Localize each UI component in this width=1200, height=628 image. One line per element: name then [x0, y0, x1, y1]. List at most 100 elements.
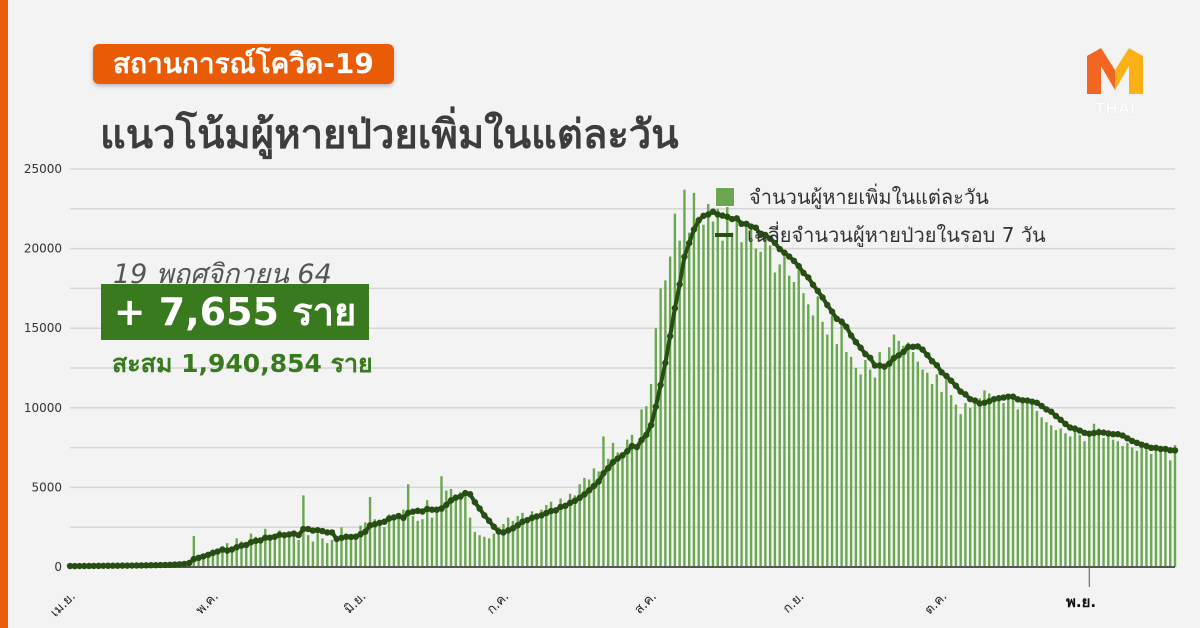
daily-bar	[397, 512, 400, 567]
daily-bar	[321, 538, 324, 567]
average-point	[786, 253, 793, 260]
daily-bar	[435, 509, 438, 567]
daily-bar	[245, 544, 248, 567]
average-point	[585, 487, 593, 494]
average-point	[138, 562, 145, 569]
average-point	[909, 343, 917, 351]
daily-bar	[668, 256, 672, 567]
average-point	[990, 395, 998, 403]
daily-bar	[254, 536, 257, 567]
daily-bar	[607, 458, 610, 567]
daily-bar	[264, 528, 267, 567]
daily-bar	[526, 522, 529, 567]
daily-bar	[788, 275, 791, 567]
daily-bar	[859, 374, 862, 567]
daily-bar	[192, 535, 196, 567]
average-point	[933, 362, 941, 369]
average-point	[1081, 429, 1088, 437]
average-point	[690, 226, 698, 233]
average-point	[76, 562, 83, 570]
daily-bar	[1130, 447, 1134, 567]
daily-bar	[1021, 399, 1024, 567]
average-point	[295, 531, 302, 539]
daily-bar	[573, 495, 577, 567]
daily-bar	[1059, 428, 1062, 567]
average-point	[828, 308, 836, 315]
y-tick-label: 0	[54, 560, 62, 574]
daily-bar	[268, 538, 272, 567]
average-point	[509, 525, 517, 532]
daily-bar	[406, 484, 410, 567]
daily-bar	[521, 512, 524, 567]
daily-bar	[740, 242, 743, 567]
daily-bar	[968, 407, 972, 567]
daily-bar	[1173, 445, 1177, 567]
daily-bar	[502, 524, 505, 567]
daily-bar	[945, 377, 948, 567]
average-point	[895, 352, 902, 359]
average-point	[1009, 393, 1017, 400]
average-point	[276, 531, 283, 538]
average-point	[300, 525, 307, 533]
daily-bar	[1007, 395, 1010, 567]
average-point	[609, 458, 617, 466]
average-point	[657, 381, 664, 389]
average-point	[476, 505, 483, 512]
daily-bar	[421, 519, 424, 567]
daily-bar	[1016, 409, 1020, 567]
daily-bar	[411, 516, 415, 567]
daily-bar	[978, 398, 981, 567]
daily-bar	[964, 403, 967, 567]
average-point	[104, 562, 112, 569]
topic-badge: สถานการณ์โควิด-19	[93, 44, 394, 84]
average-point	[1038, 402, 1045, 410]
daily-bar	[911, 352, 915, 567]
daily-bar	[602, 436, 605, 567]
daily-bar	[278, 530, 281, 567]
daily-bar	[664, 280, 667, 567]
average-point	[886, 360, 893, 367]
average-point	[171, 561, 178, 568]
daily-bar	[221, 546, 224, 567]
average-point	[219, 546, 226, 553]
daily-bar	[230, 547, 234, 567]
daily-bar	[373, 519, 377, 567]
legend-swatch-bar	[715, 187, 735, 207]
daily-bar	[997, 396, 1000, 567]
daily-bar	[1092, 423, 1096, 567]
average-point	[285, 531, 293, 538]
legend-label: จำนวนผู้หายเพิ่มในแต่ละวัน	[749, 185, 989, 209]
daily-bar	[1159, 450, 1162, 567]
average-point	[633, 443, 640, 451]
y-tick-label: 20000	[24, 242, 62, 256]
average-point	[352, 533, 359, 540]
average-point	[85, 562, 93, 570]
daily-bar	[726, 200, 729, 567]
daily-bar	[1088, 436, 1091, 567]
average-point	[1171, 447, 1179, 454]
month-label-current: พ.ย.	[1066, 593, 1097, 611]
daily-bar	[883, 364, 886, 567]
average-point	[490, 523, 498, 530]
daily-bar	[730, 232, 734, 567]
average-point	[824, 301, 831, 309]
average-point	[281, 531, 288, 539]
daily-bar	[592, 468, 596, 567]
daily-bar	[892, 334, 896, 567]
mthai-logo: THAI	[1085, 48, 1145, 118]
daily-bar	[626, 439, 629, 567]
average-point	[638, 436, 645, 444]
daily-bar	[992, 399, 996, 567]
average-point	[1124, 435, 1131, 442]
daily-bar	[673, 213, 677, 568]
accent-edge	[0, 0, 8, 628]
daily-bar	[1097, 428, 1100, 567]
svg-text:THAI: THAI	[1095, 99, 1135, 118]
daily-bar	[235, 538, 238, 567]
daily-bar	[1154, 446, 1158, 567]
daily-bar	[1064, 433, 1067, 567]
average-point	[581, 491, 588, 498]
daily-bar	[678, 240, 681, 567]
average-point	[419, 508, 426, 515]
average-point	[738, 220, 745, 228]
